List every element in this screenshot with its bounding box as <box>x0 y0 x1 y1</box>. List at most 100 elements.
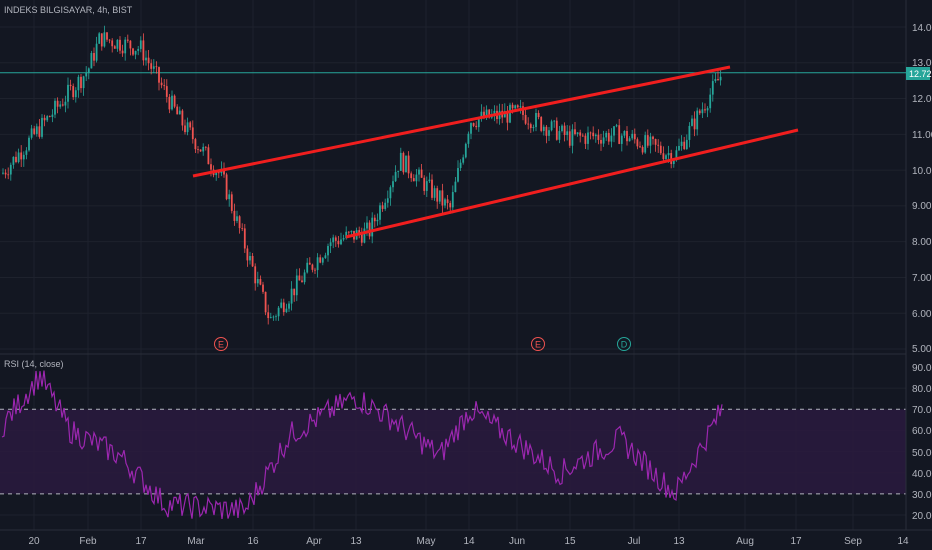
candle-body <box>379 205 381 220</box>
candle-body <box>197 149 199 150</box>
candle-body <box>191 127 194 140</box>
price-tick: 7.00 <box>912 273 932 284</box>
candle-body <box>301 280 303 283</box>
time-tick: 14 <box>463 536 475 547</box>
candle-body <box>238 216 241 229</box>
candle-body <box>522 106 524 115</box>
candle-body <box>48 116 51 118</box>
candle-body <box>548 130 550 136</box>
candle-body <box>576 132 579 135</box>
candle-body <box>43 117 46 121</box>
candlestick-series[interactable] <box>2 25 722 325</box>
candle-body <box>186 122 189 133</box>
candle-body <box>561 125 563 132</box>
candle-body <box>358 230 361 234</box>
candle-body <box>717 79 719 81</box>
price-tick: 14.00 <box>912 23 932 34</box>
candle-body <box>636 139 639 147</box>
candle-body <box>119 39 121 51</box>
candle-body <box>256 279 259 284</box>
candle-body <box>701 109 704 114</box>
candle-body <box>566 131 569 136</box>
candle-body <box>633 133 636 140</box>
candle-body <box>631 133 634 139</box>
symbol-title[interactable]: INDEKS BILGISAYAR, 4h, BIST <box>4 5 133 15</box>
candle-body <box>639 146 641 148</box>
candle-body <box>319 257 322 263</box>
candle-body <box>28 137 30 151</box>
candle-body <box>15 156 17 163</box>
candle-body <box>316 257 319 271</box>
earnings-marker[interactable]: E <box>214 337 228 351</box>
candle-body <box>124 39 127 54</box>
candle-body <box>129 40 132 49</box>
candle-body <box>20 152 23 160</box>
rsi-tick: 70.00 <box>912 405 932 416</box>
candle-body <box>12 156 15 165</box>
candle-body <box>464 143 467 158</box>
candle-body <box>438 190 441 202</box>
candle-body <box>111 40 114 47</box>
dividend-marker[interactable]: D <box>617 337 631 351</box>
candle-body <box>646 135 649 146</box>
candle-body <box>459 162 462 169</box>
candle-body <box>139 40 142 49</box>
candle-body <box>158 67 160 83</box>
time-tick: 17 <box>135 536 147 547</box>
candle-body <box>587 132 589 144</box>
candle-body <box>194 139 197 150</box>
candle-body <box>579 132 582 136</box>
rsi-title[interactable]: RSI (14, close) <box>4 359 64 369</box>
price-tick: 6.00 <box>912 309 932 320</box>
price-tick: 13.00 <box>912 58 932 69</box>
candle-body <box>308 262 311 265</box>
lower-trendline[interactable] <box>345 128 799 239</box>
candle-body <box>72 86 75 98</box>
candle-body <box>275 316 277 318</box>
candle-body <box>184 125 186 133</box>
candle-body <box>470 123 472 134</box>
candle-body <box>150 63 153 69</box>
candle-body <box>93 53 95 61</box>
candle-body <box>181 110 184 126</box>
candle-body <box>555 120 558 140</box>
candle-body <box>480 111 483 119</box>
candle-body <box>7 174 10 176</box>
candle-body <box>405 155 407 173</box>
time-axis[interactable]: 20 Feb 17 Mar 16 Apr 13 May 14 Jun 15 Ju… <box>28 536 909 547</box>
candle-body <box>704 109 706 111</box>
candle-body <box>225 174 228 200</box>
candle-body <box>652 136 654 140</box>
candle-body <box>228 194 231 200</box>
candle-body <box>106 32 108 40</box>
candle-body <box>451 192 454 208</box>
candle-body <box>545 126 548 136</box>
rsi-axis[interactable]: 90.00 80.00 70.00 60.00 50.00 40.00 30.0… <box>912 363 932 522</box>
candle-body <box>137 48 140 51</box>
rsi-tick: 60.00 <box>912 426 932 437</box>
candle-body <box>22 154 25 160</box>
candle-body <box>17 152 20 163</box>
candle-body <box>454 181 457 193</box>
candle-body <box>350 230 353 233</box>
candle-body <box>77 76 80 91</box>
candle-body <box>602 137 605 144</box>
price-axis[interactable]: 14.00 13.00 12.00 11.00 10.00 9.00 8.00 … <box>912 23 932 355</box>
candle-body <box>59 104 62 107</box>
candle-body <box>589 132 592 134</box>
candle-body <box>30 128 33 138</box>
candle-body <box>98 33 101 44</box>
candle-body <box>254 266 257 284</box>
candle-body <box>529 124 532 129</box>
candle-body <box>693 118 696 130</box>
candle-body <box>535 112 537 128</box>
rsi-tick: 30.00 <box>912 490 932 501</box>
upper-trendline[interactable] <box>192 65 731 178</box>
candle-body <box>145 57 147 61</box>
candle-body <box>311 264 314 270</box>
earnings-marker[interactable]: E <box>531 337 545 351</box>
candle-body <box>714 79 717 82</box>
candle-body <box>243 228 246 249</box>
